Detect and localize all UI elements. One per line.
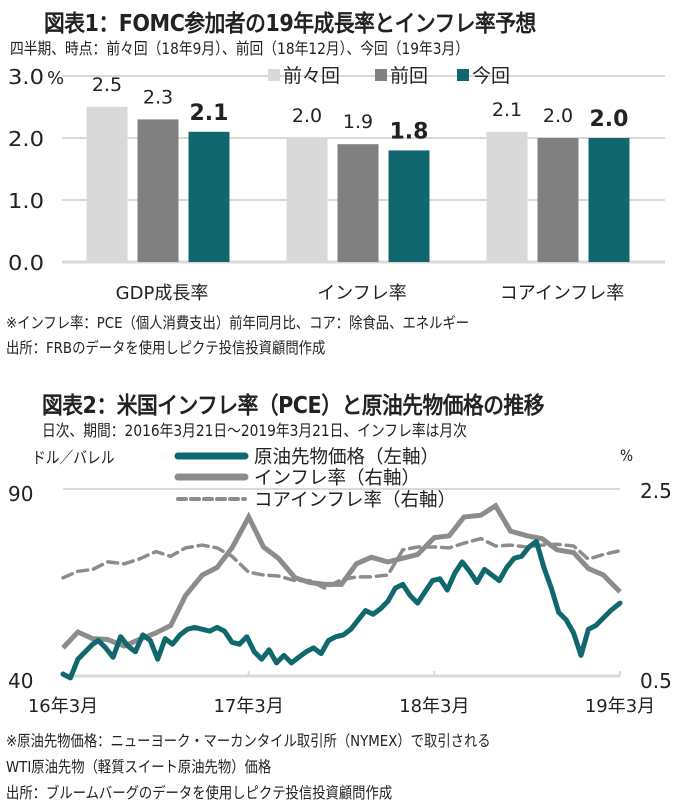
chart2-subtitle: 日次、期間：2016年3月21日～2019年3月21日、インフレ率は月次: [42, 421, 467, 440]
data-label: 2.3: [143, 86, 173, 108]
y-tick-label: 2.0: [8, 127, 44, 151]
chart1-title: 図表1：FOMC参加者の19年成長率とインフレ率予想: [44, 11, 536, 37]
bar-prev2: [286, 138, 328, 262]
right-y-tick-label: 0.5: [640, 669, 672, 693]
category-label: コアインフレ率: [500, 283, 625, 304]
bar-prev: [337, 144, 379, 262]
data-label: 2.5: [92, 74, 122, 96]
chart2-right-unit: %: [620, 446, 634, 465]
legend-label: インフレ率（右軸）: [254, 468, 420, 489]
chart1-footnote: ※インフレ率：PCE（個人消費支出）前年同月比、コア：除食品、エネルギー: [6, 314, 470, 332]
oil-price-line: [60, 538, 623, 681]
chart2-source: 出所：ブルームバーグのデータを使用しピクテ投信投資顧問作成: [6, 784, 393, 802]
category-label: インフレ率: [317, 283, 406, 304]
bar-prev: [537, 138, 579, 262]
legend-swatch-prev: [375, 69, 387, 81]
chart2-svg: 90 40 2.5 0.5 16年3月 17年3月 18年3月 19年3月 原油先物価格（左軸…: [8, 447, 672, 717]
data-label: 2.0: [543, 105, 573, 127]
bar-current: [388, 150, 430, 262]
x-tick-label: 16年3月: [28, 696, 98, 717]
data-label: 1.9: [343, 111, 373, 133]
legend-label: 原油先物価格（左軸）: [254, 447, 439, 468]
x-tick-label: 18年3月: [399, 696, 469, 717]
data-label: 2.0: [590, 107, 629, 132]
legend-label: 前々回: [283, 65, 340, 87]
bar-current: [188, 131, 230, 262]
chart1-source: 出所：FRBのデータを使用しピクテ投信投資顧問作成: [6, 339, 326, 357]
legend-label: コアインフレ率（右軸）: [254, 490, 456, 511]
left-y-tick-label: 90: [8, 482, 33, 506]
chart1-subtitle: 四半期、時点：前々回（18年9月）、前回（18年12月）、今回（19年3月）: [10, 39, 470, 58]
bar-prev2: [486, 131, 528, 262]
legend-label: 前回: [390, 65, 428, 87]
chart2-title: 図表2：米国インフレ率（PCE）と原油先物価格の推移: [42, 393, 544, 419]
y-tick-label: 3.0: [8, 65, 44, 89]
y-tick-label: 1.0: [8, 189, 44, 213]
right-y-tick-label: 2.5: [640, 479, 672, 503]
bar-prev: [137, 119, 179, 263]
data-label: 1.8: [390, 119, 429, 144]
left-y-tick-label: 40: [8, 669, 33, 693]
legend-swatch-current: [457, 69, 469, 81]
data-label: 2.0: [292, 105, 322, 127]
data-label: 2.1: [190, 101, 229, 126]
chart1-svg: 2.5 2.3 2.1 2.0 1.9 1.8 2.1 2.0 2.0 0.0 1.0 2.0 3.0…: [8, 65, 665, 304]
chart2-footnote-1: ※原油先物価格：ニューヨーク・マーカンタイル取引所（NYMEX）で取引される: [6, 732, 491, 750]
chart2-footnote-2: WTI原油先物（軽質スイート原油先物）価格: [6, 758, 272, 776]
legend-label: 今回: [472, 65, 510, 87]
chart2-left-unit: ドル／バレル: [32, 448, 115, 467]
x-tick-label: 17年3月: [213, 696, 283, 717]
inflation-line: [61, 502, 622, 650]
data-label: 2.1: [492, 99, 522, 121]
bar-prev2: [86, 107, 128, 262]
bar-current: [588, 138, 630, 262]
x-tick-label: 19年3月: [585, 696, 655, 717]
y-tick-label: 0.0: [8, 251, 44, 275]
y-unit-label: %: [47, 68, 64, 89]
legend-swatch-prev2: [268, 69, 280, 81]
category-label: GDP成長率: [116, 283, 209, 304]
